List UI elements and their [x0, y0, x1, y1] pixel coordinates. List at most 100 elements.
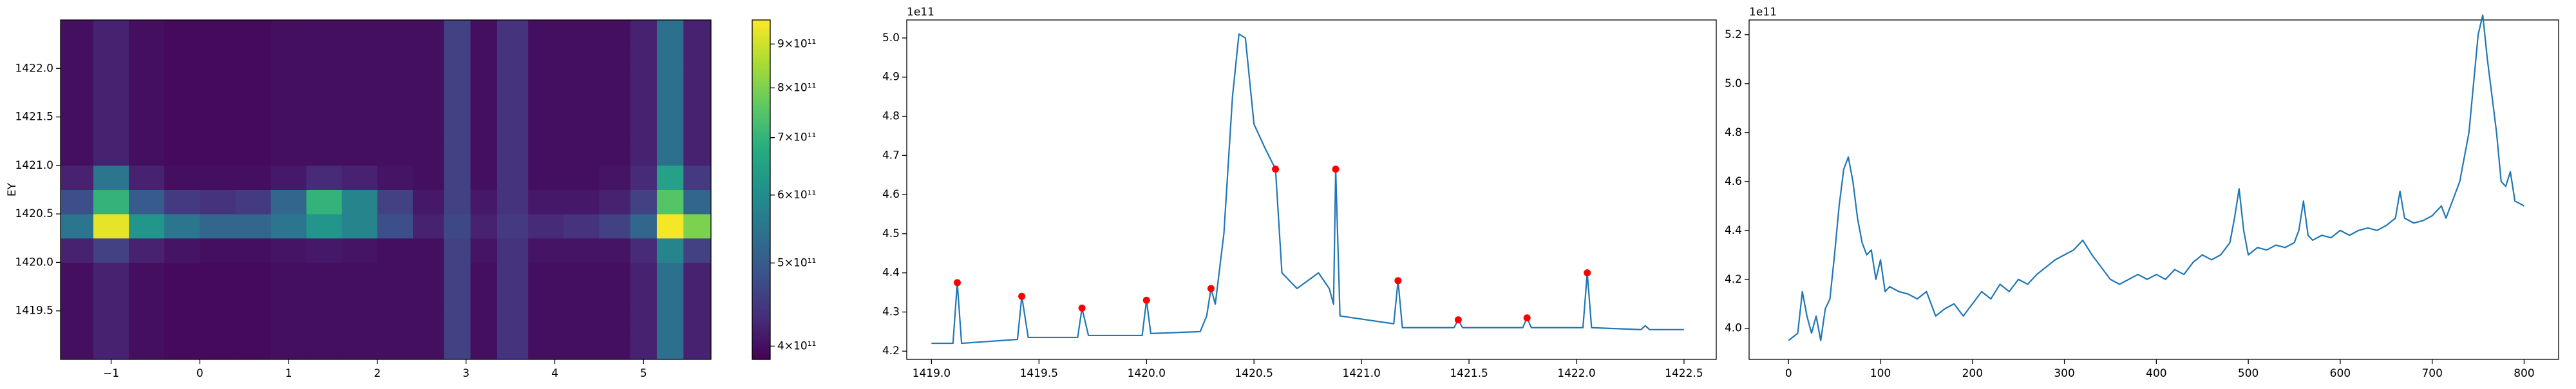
heatmap-cell — [377, 141, 413, 166]
heatmap-cell — [341, 262, 378, 287]
colorbar-step — [752, 119, 770, 122]
heatmap-cell — [497, 238, 529, 263]
y-tick-label: 4.3 — [882, 305, 900, 318]
colorbar-step — [752, 348, 770, 352]
heatmap-cell — [564, 20, 600, 45]
heatmap-cell — [129, 310, 165, 336]
y-tick-label: 4.8 — [882, 110, 900, 123]
heatmap-cell — [683, 310, 712, 336]
heatmap-cell — [377, 262, 413, 287]
heatmap-cell — [444, 141, 471, 166]
heatmap-cell — [270, 92, 307, 118]
heatmap-cell — [164, 287, 200, 312]
heatmap-cell — [93, 262, 129, 287]
colorbar-step — [752, 65, 770, 69]
colorbar-step — [752, 274, 770, 278]
colorbar-step — [752, 317, 770, 321]
heatmap-cell — [270, 165, 307, 190]
heatmap-cell — [470, 20, 498, 45]
heatmap-cell — [129, 189, 165, 214]
colorbar-step — [752, 85, 770, 88]
colorbar-step — [752, 62, 770, 66]
colorbar-step — [752, 79, 770, 83]
heatmap-cell — [528, 262, 564, 287]
colorbar-step — [752, 88, 770, 91]
heatmap-cell — [599, 92, 631, 118]
heatmap-cell — [599, 141, 631, 166]
colorbar-step — [752, 108, 770, 111]
heatmap-cell — [61, 141, 94, 166]
heatmap-cell — [497, 287, 529, 312]
heatmap-cell — [564, 310, 600, 336]
colorbar-step — [752, 130, 770, 134]
x-tick-label: 1420.5 — [1235, 367, 1273, 380]
heatmap-cell — [93, 287, 129, 312]
colorbar-step — [752, 192, 770, 196]
x-tick-label: 100 — [1870, 367, 1891, 380]
heatmap-cell — [413, 214, 444, 239]
colorbar-step — [752, 37, 770, 41]
heatmap-cell — [235, 44, 272, 69]
heatmap-cell — [564, 141, 600, 166]
heatmap-cell — [656, 214, 684, 239]
heatmap-cell — [306, 189, 343, 214]
colorbar-step — [752, 249, 770, 252]
heatmap-cell — [444, 189, 471, 214]
y-tick-label: 4.6 — [1725, 175, 1742, 188]
y-tick-label: 1422.0 — [15, 62, 53, 75]
colorbar-step — [752, 31, 770, 35]
heatmap-cell — [200, 68, 236, 93]
heatmap-cell — [235, 117, 272, 142]
y-tick-label: 4.9 — [882, 71, 900, 84]
colorbar-step — [752, 342, 770, 346]
heatmap-cell — [656, 141, 684, 166]
heatmap-cell — [599, 214, 631, 239]
heatmap-cell — [656, 287, 684, 312]
heatmap-cell — [164, 44, 200, 69]
heatmap-cell — [656, 68, 684, 93]
heatmap-cell — [235, 238, 272, 263]
heatmap-cell — [341, 214, 378, 239]
colorbar-step — [752, 138, 770, 142]
colorbar-step — [752, 246, 770, 250]
y-tick-label: 4.7 — [882, 149, 900, 162]
heatmap-cell — [497, 262, 529, 287]
colorbar-step — [752, 215, 770, 219]
heatmap-cell — [656, 262, 684, 287]
data-line — [931, 33, 1684, 345]
heatmap-cell — [306, 310, 343, 336]
heatmap-cell — [61, 287, 94, 312]
colorbar-step — [752, 189, 770, 193]
peak-marker — [1142, 296, 1150, 304]
colorbar-step — [752, 82, 770, 86]
colorbar-step — [752, 144, 770, 148]
heatmap-cell — [470, 117, 498, 142]
heatmap-cell — [444, 287, 471, 312]
heatmap-cell — [341, 189, 378, 214]
heatmap-cell — [497, 335, 529, 360]
colorbar-step — [752, 136, 770, 140]
heatmap-cell — [164, 117, 200, 142]
heatmap-cell — [341, 141, 378, 166]
colorbar-step — [752, 283, 770, 287]
heatmap-cell — [377, 44, 413, 69]
heatmap-cell — [599, 68, 631, 93]
heatmap-cell — [497, 141, 529, 166]
heatmap-cell — [200, 92, 236, 118]
colorbar-step — [752, 263, 770, 267]
colorbar-step — [752, 155, 770, 159]
heatmap-cell — [61, 262, 94, 287]
heatmap-cell — [444, 262, 471, 287]
y-tick-label: 1419.5 — [15, 305, 53, 318]
colorbar-tick-label: 5×10¹¹ — [777, 256, 816, 269]
heatmap-cell — [306, 20, 343, 45]
heatmap-cell — [413, 141, 444, 166]
heatmap-cell — [413, 92, 444, 118]
colorbar-step — [752, 90, 770, 94]
heatmap-cell — [528, 141, 564, 166]
heatmap-cell — [235, 68, 272, 93]
colorbar-step — [752, 232, 770, 236]
colorbar-step — [752, 20, 770, 23]
heatmap-cell — [200, 287, 236, 312]
heatmap-cell — [630, 335, 658, 360]
